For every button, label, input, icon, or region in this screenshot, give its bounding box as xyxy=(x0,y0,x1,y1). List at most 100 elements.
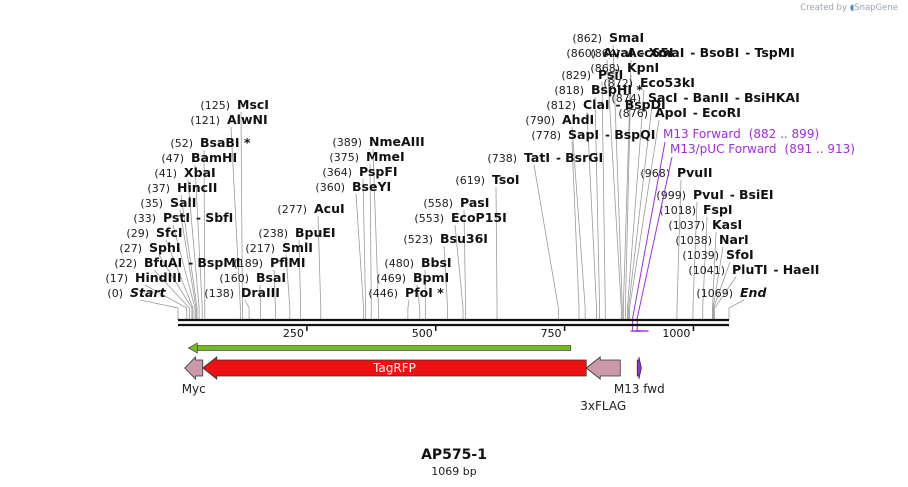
feature-tagrfp: TagRFP xyxy=(202,356,587,380)
site-bfuai-bspmi: (22) BfuAI - BspMI xyxy=(114,255,240,270)
site-position: (35) xyxy=(140,197,163,210)
site-separator: - xyxy=(639,46,648,60)
site-leader-line xyxy=(443,245,448,320)
site-leader-line xyxy=(179,209,197,320)
site-enzyme-label: FspI xyxy=(703,202,733,217)
site-leader-line xyxy=(158,254,193,320)
site-leader-line xyxy=(728,299,745,320)
site-enzyme-name: PfoI * xyxy=(405,285,444,300)
site-position: (553) xyxy=(414,212,444,225)
site-enzyme-name: BsaI xyxy=(256,270,286,285)
site-enzyme-name: SapI xyxy=(568,127,599,142)
site-enzyme-name: XmaI xyxy=(649,45,685,60)
site-position: (812) xyxy=(546,99,576,112)
site-kpni: (868) KpnI xyxy=(590,60,659,75)
site-enzyme-name: KasI xyxy=(712,217,742,232)
site-enzyme-label: SmaI xyxy=(609,30,644,45)
site-enzyme-label: EcoP15I xyxy=(451,210,507,225)
site-enzyme-label: TsoI xyxy=(492,172,520,187)
site-leader-line xyxy=(187,179,200,320)
site-enzyme-name: MscI xyxy=(237,97,269,112)
site-position: (27) xyxy=(119,242,142,255)
primer-layer: M13 Forward (882 .. 899)M13/pUC Forward (8… xyxy=(630,127,855,332)
site-position: (829) xyxy=(561,69,591,82)
site-start: (0) Start xyxy=(107,285,166,300)
primer-name: M13 Forward xyxy=(663,127,741,141)
site-leader-line xyxy=(317,215,322,320)
site-enzyme-name: NarI xyxy=(719,232,749,247)
site-pspfi: (364) PspFI xyxy=(322,164,397,179)
site-bbsi: (480) BbsI xyxy=(384,255,451,270)
site-leader-line xyxy=(298,239,302,320)
orf-arrow xyxy=(187,342,572,354)
site-enzyme-label: AhdI xyxy=(562,112,594,127)
site-enzyme-label: BbsI xyxy=(421,255,452,270)
ruler-tick-label: 250 xyxy=(283,327,304,340)
site-separator: - xyxy=(693,106,702,120)
site-enzyme-name: BsiEI xyxy=(739,187,773,202)
snapgene-credit: Created by ◖SnapGene xyxy=(800,3,898,13)
site-enzyme-name: SalI xyxy=(170,195,196,210)
feature-label: 3xFLAG xyxy=(580,399,626,413)
site-bsphi: (818) BspHI * xyxy=(554,82,643,97)
site-enzyme-name: HaeII xyxy=(783,262,820,277)
site-enzyme-name: BspMI xyxy=(197,255,240,270)
site-leaders xyxy=(139,44,745,320)
orf-arrow-head xyxy=(187,342,198,354)
site-leader-line xyxy=(230,126,241,320)
site-tsoi: (619) TsoI xyxy=(455,172,519,187)
site-acui: (277) AcuI xyxy=(277,201,344,216)
site-sali: (35) SalI xyxy=(140,195,196,210)
site-position: (125) xyxy=(200,99,230,112)
plasmid-name: AP575-1 xyxy=(421,447,487,463)
site-position: (446) xyxy=(368,287,398,300)
site-enzyme-label: HindIII xyxy=(135,270,182,285)
site-apoi-ecori: (876) ApoI - EcoRI xyxy=(618,105,740,120)
site-enzyme-label: AcuI xyxy=(314,201,345,216)
site-position: (277) xyxy=(277,203,307,216)
site-enzyme-name: End xyxy=(740,285,767,300)
site-enzyme-name: AhdI xyxy=(562,112,594,127)
site-enzyme-name: BsoBI xyxy=(700,45,740,60)
site-enzyme-label: SmlI xyxy=(282,240,313,255)
site-pfoi: (446) PfoI * xyxy=(368,285,444,300)
site-position: (1037) xyxy=(668,219,705,232)
feature-label: Myc xyxy=(182,382,206,396)
site-end: (1069) End xyxy=(696,285,767,300)
site-position: (189) xyxy=(233,257,263,270)
site-bamhi: (47) BamHI xyxy=(161,150,237,165)
site-enzyme-name: SphI xyxy=(149,240,181,255)
site-position: (862) xyxy=(572,32,602,45)
site-leader-line xyxy=(676,179,682,320)
site-position: (558) xyxy=(423,197,453,210)
site-bsabi: (52) BsaBI * xyxy=(170,135,251,150)
site-leader-line xyxy=(194,164,203,320)
site-sfci: (29) SfcI xyxy=(126,225,182,240)
feature-m13-fwd: M13 fwd xyxy=(614,356,665,396)
site-nmeaiii: (389) NmeAIII xyxy=(332,134,424,149)
plasmid-length: 1069 bp xyxy=(431,465,477,478)
site-enzyme-label: NarI xyxy=(719,232,749,247)
ruler-tick-label: 750 xyxy=(541,327,562,340)
site-enzyme-name: BbsI xyxy=(421,255,452,270)
site-xbai: (41) XbaI xyxy=(154,165,215,180)
credit-brand: SnapGene xyxy=(854,3,898,13)
site-position: (52) xyxy=(170,137,193,150)
site-position: (138) xyxy=(204,287,234,300)
site-leader-line xyxy=(144,284,188,320)
ruler-tick-label: 500 xyxy=(412,327,433,340)
site-enzyme-name: TatI xyxy=(524,150,550,165)
site-leader-line xyxy=(594,96,601,320)
site-leader-line xyxy=(416,284,421,320)
site-enzyme-name: PflMI xyxy=(270,255,306,270)
site-position: (1018) xyxy=(659,204,696,217)
site-bpuei: (238) BpuEI xyxy=(258,225,335,240)
site-enzyme-name: BsaBI * xyxy=(200,135,251,150)
site-separator: - xyxy=(605,128,614,142)
site-leader-line xyxy=(692,201,698,320)
site-draiii: (138) DraIII xyxy=(204,285,280,300)
site-position: (217) xyxy=(245,242,275,255)
site-leader-line xyxy=(203,149,206,320)
site-enzyme-label: SfoI xyxy=(726,247,754,262)
site-enzyme-label: SapI - BspQI xyxy=(568,127,655,142)
